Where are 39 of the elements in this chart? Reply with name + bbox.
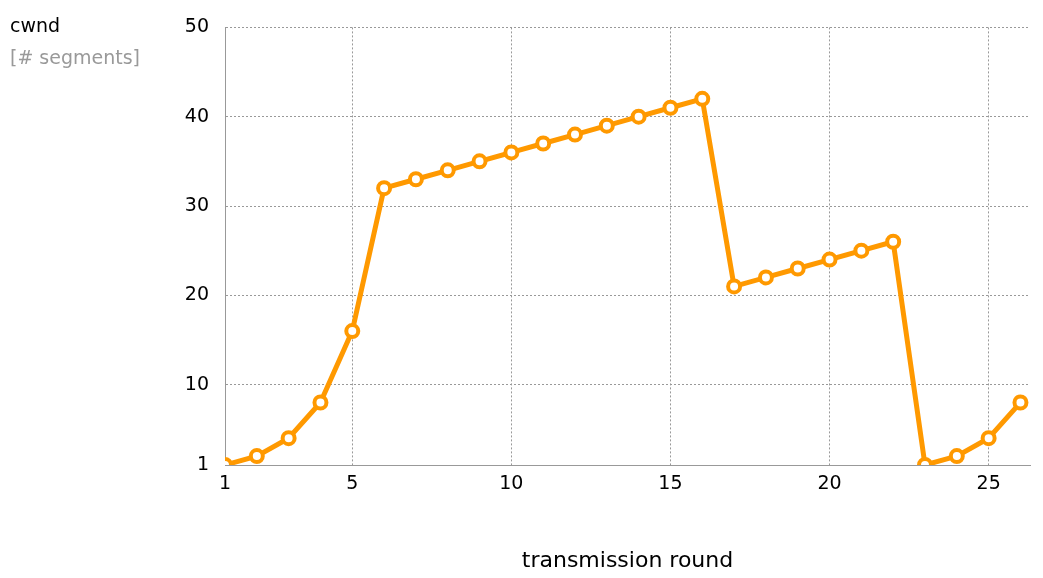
x-tick-label: 20: [817, 471, 842, 494]
point: [757, 269, 774, 286]
point: [598, 117, 615, 134]
point: [694, 90, 711, 107]
point: [885, 233, 902, 250]
point: [248, 448, 265, 465]
point: [567, 126, 583, 143]
point: [789, 260, 806, 277]
point: [726, 278, 743, 295]
point: [344, 323, 361, 340]
x-axis-title: transmission round: [521, 546, 734, 572]
point: [312, 394, 329, 411]
y-tick-label: 10: [184, 371, 209, 394]
x-tick-label: 10: [499, 471, 524, 494]
point: [980, 430, 997, 447]
text: [# segments]: [10, 46, 141, 68]
point: [503, 144, 520, 161]
point: [821, 251, 838, 268]
point: [662, 99, 679, 116]
y-tick-label: 1: [196, 451, 209, 474]
y-tick-label: 40: [184, 103, 209, 126]
point: [630, 108, 647, 125]
x-tick-label: 5: [346, 471, 359, 494]
point: [439, 162, 456, 179]
x-tick-label: 15: [658, 471, 683, 494]
point: [1012, 394, 1029, 411]
point: [948, 448, 965, 465]
y-tick-label: 50: [184, 14, 209, 37]
text: cwnd: [10, 14, 61, 36]
y-tick-label: 20: [184, 282, 209, 305]
y-tick-label: 30: [184, 192, 209, 215]
x-tick-label: 25: [976, 471, 1001, 494]
point: [471, 153, 488, 170]
point: [407, 171, 424, 188]
x-tick-label: 1: [218, 471, 232, 494]
point: [853, 242, 870, 259]
point: [280, 430, 297, 447]
point: [376, 180, 393, 197]
point: [535, 135, 552, 152]
